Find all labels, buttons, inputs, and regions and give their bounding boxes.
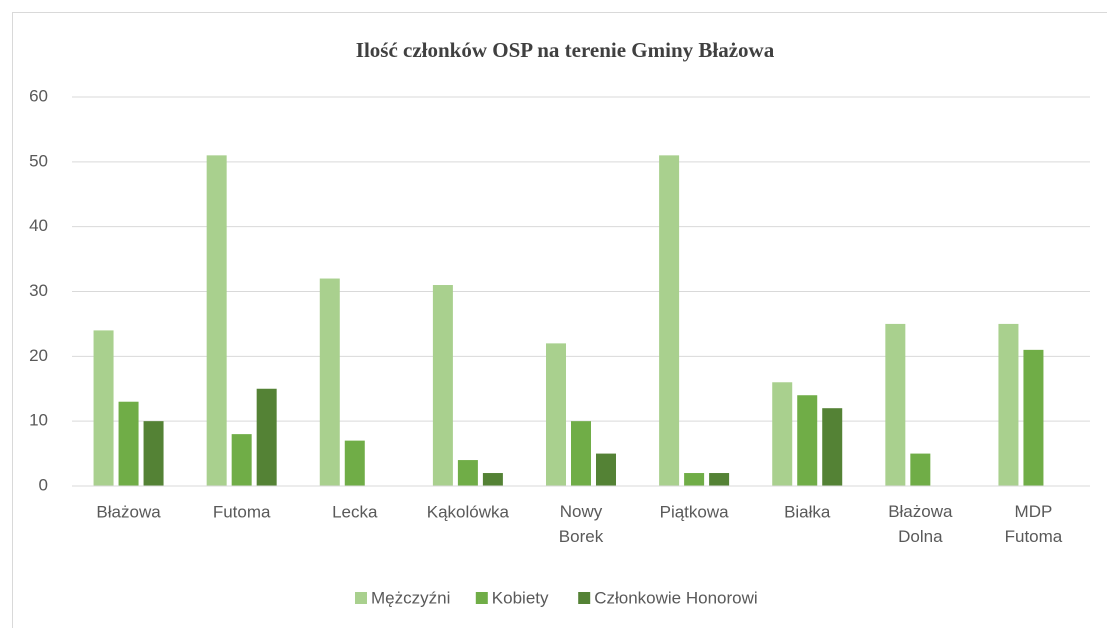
bar [320,279,340,486]
bar [709,473,729,486]
bar [1023,350,1043,486]
bar [684,473,704,486]
bar [94,330,114,486]
legend-swatch [355,592,367,604]
y-tick-label: 20 [29,346,48,365]
x-tick-label: Kąkolówka [427,502,510,521]
y-tick-label: 10 [29,411,48,430]
legend-label: Członkowie Honorowi [594,588,757,607]
bar [596,454,616,486]
y-tick-label: 50 [29,151,48,170]
y-tick-label: 60 [29,86,48,105]
bar [232,434,252,486]
bar [571,421,591,486]
bar [910,454,930,486]
bar [119,402,139,486]
y-tick-label: 0 [39,475,48,494]
bar [797,395,817,486]
bar [144,421,164,486]
bar [822,408,842,486]
bar [998,324,1018,486]
bar [885,324,905,486]
x-tick-label: Błażowa [96,502,161,521]
bar [345,441,365,486]
y-tick-label: 30 [29,281,48,300]
bar [483,473,503,486]
bar [458,460,478,486]
bar [433,285,453,486]
x-tick-label: Futoma [213,502,271,521]
bar [659,155,679,486]
legend-swatch [578,592,590,604]
bar [257,389,277,486]
y-tick-label: 40 [29,216,48,235]
bar [207,155,227,486]
x-tick-label: Białka [784,502,831,521]
x-tick-label: Piątkowa [660,502,730,521]
legend-swatch [476,592,488,604]
legend-label: Mężczyźni [371,588,450,607]
chart-title: Ilość członków OSP na terenie Gminy Błaż… [356,38,775,62]
x-tick-label: Lecka [332,502,378,521]
bar [546,343,566,486]
bar [772,382,792,486]
legend-label: Kobiety [492,588,549,607]
